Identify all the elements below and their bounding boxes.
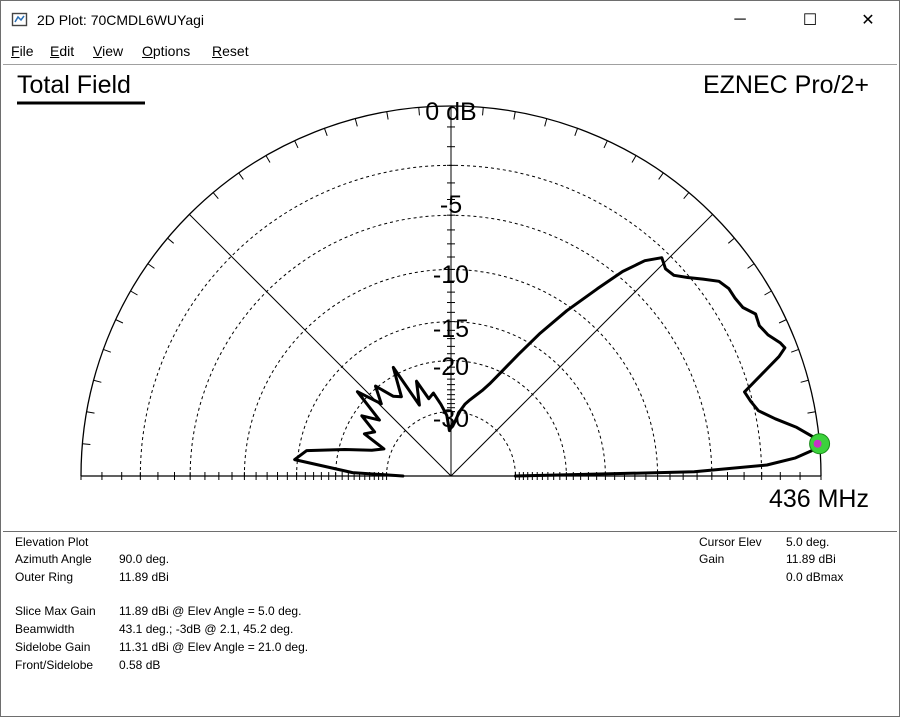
angle-tick (212, 192, 219, 200)
close-icon: ✕ (861, 12, 875, 29)
plot-area[interactable]: Total Field EZNEC Pro/2+ 436 MHz 0 dB -5… (3, 64, 897, 533)
grid-spoke (450, 214, 713, 477)
angle-tick (747, 263, 755, 269)
ring-label-0db: 0 dB (425, 98, 476, 126)
plot-title: Total Field (17, 71, 131, 99)
angle-tick (513, 111, 516, 120)
sidelobe-gain-value: 11.31 dBi @ Elev Angle = 21.0 deg. (119, 640, 309, 654)
angle-tick (764, 290, 772, 296)
angle-tick (354, 118, 358, 127)
angle-tick (800, 379, 809, 383)
menu-edit[interactable]: Edit (50, 43, 75, 59)
angle-tick (790, 348, 799, 353)
menu-reset[interactable]: Reset (212, 43, 249, 59)
angle-tick (631, 155, 637, 163)
menu-bar: File Edit View Options Reset (1, 39, 899, 63)
angle-tick (418, 107, 420, 116)
title-bar[interactable]: 2D Plot: 70CMDL6WUYagi ─ ☐ ✕ (1, 1, 899, 39)
outer-ring-value: 11.89 dBi (119, 570, 169, 584)
azimuth-angle-value: 90.0 deg. (119, 552, 170, 566)
front-sidelobe-value: 0.58 dB (119, 658, 161, 672)
angle-tick (544, 118, 548, 127)
angle-tick (386, 111, 389, 120)
azimuth-angle-label: Azimuth Angle (15, 552, 92, 566)
minimize-button[interactable]: ─ (717, 1, 763, 39)
maximize-button[interactable]: ☐ (787, 1, 833, 39)
menu-view[interactable]: View (93, 43, 124, 59)
ring-label-15: -15 (433, 315, 469, 343)
brand-label: EZNEC Pro/2+ (703, 71, 869, 99)
beamwidth-value: 43.1 deg.; -3dB @ 2.1, 45.2 deg. (119, 622, 294, 636)
cursor-gain-label: Gain (699, 552, 725, 566)
angle-tick (323, 128, 328, 137)
angle-tick (265, 155, 271, 163)
angle-tick (574, 128, 579, 137)
angle-tick (93, 379, 102, 383)
angle-tick (115, 319, 124, 324)
grid-spoke (189, 214, 452, 477)
angle-tick (603, 140, 608, 149)
angle-tick (147, 263, 155, 269)
slice-max-gain-value: 11.89 dBi @ Elev Angle = 5.0 deg. (119, 604, 302, 618)
angle-tick (683, 192, 690, 200)
angle-tick (294, 140, 299, 149)
cursor-gain-value: 11.89 dBi (786, 552, 836, 566)
close-button[interactable]: ✕ (845, 1, 891, 39)
minimize-icon: ─ (734, 11, 746, 28)
angle-tick (727, 237, 735, 244)
cursor-marker[interactable] (809, 433, 831, 455)
window-title: 2D Plot: 70CMDL6WUYagi (37, 12, 205, 28)
angle-tick (482, 107, 484, 116)
angle-tick (103, 348, 112, 353)
cursor-dot (813, 439, 822, 448)
angle-tick (86, 411, 95, 414)
outer-ring-label: Outer Ring (15, 570, 74, 584)
sidelobe-gain-label: Sidelobe Gain (15, 640, 91, 654)
angle-tick (658, 172, 664, 180)
cursor-elev-label: Cursor Elev (699, 535, 762, 549)
ring-label-20: -20 (433, 353, 469, 381)
angle-tick (130, 290, 138, 296)
menu-options[interactable]: Options (142, 43, 191, 59)
angle-tick (807, 411, 816, 414)
polar-plot[interactable]: Total Field EZNEC Pro/2+ 436 MHz 0 dB -5… (3, 65, 897, 531)
pattern-trace (293, 256, 822, 478)
angle-tick (238, 172, 244, 180)
angle-tick (167, 237, 175, 244)
beamwidth-label: Beamwidth (15, 622, 75, 636)
ring-label-30: -30 (433, 405, 469, 433)
ring-label-10: -10 (433, 261, 469, 289)
frequency-label: 436 MHz (769, 485, 869, 513)
front-sidelobe-label: Front/Sidelobe (15, 658, 94, 672)
info-panel: Elevation Plot Azimuth Angle 90.0 deg. O… (3, 532, 897, 715)
slice-max-gain-label: Slice Max Gain (15, 604, 96, 618)
app-icon (11, 12, 28, 27)
maximize-icon: ☐ (802, 12, 818, 29)
plot-type-label: Elevation Plot (15, 535, 89, 549)
angle-tick (778, 319, 787, 324)
angle-tick (82, 443, 91, 445)
cursor-dbmax-value: 0.0 dBmax (786, 570, 844, 584)
cursor-elev-value: 5.0 deg. (786, 535, 830, 549)
ring-label-5: -5 (440, 191, 462, 219)
menu-file[interactable]: File (11, 43, 34, 59)
